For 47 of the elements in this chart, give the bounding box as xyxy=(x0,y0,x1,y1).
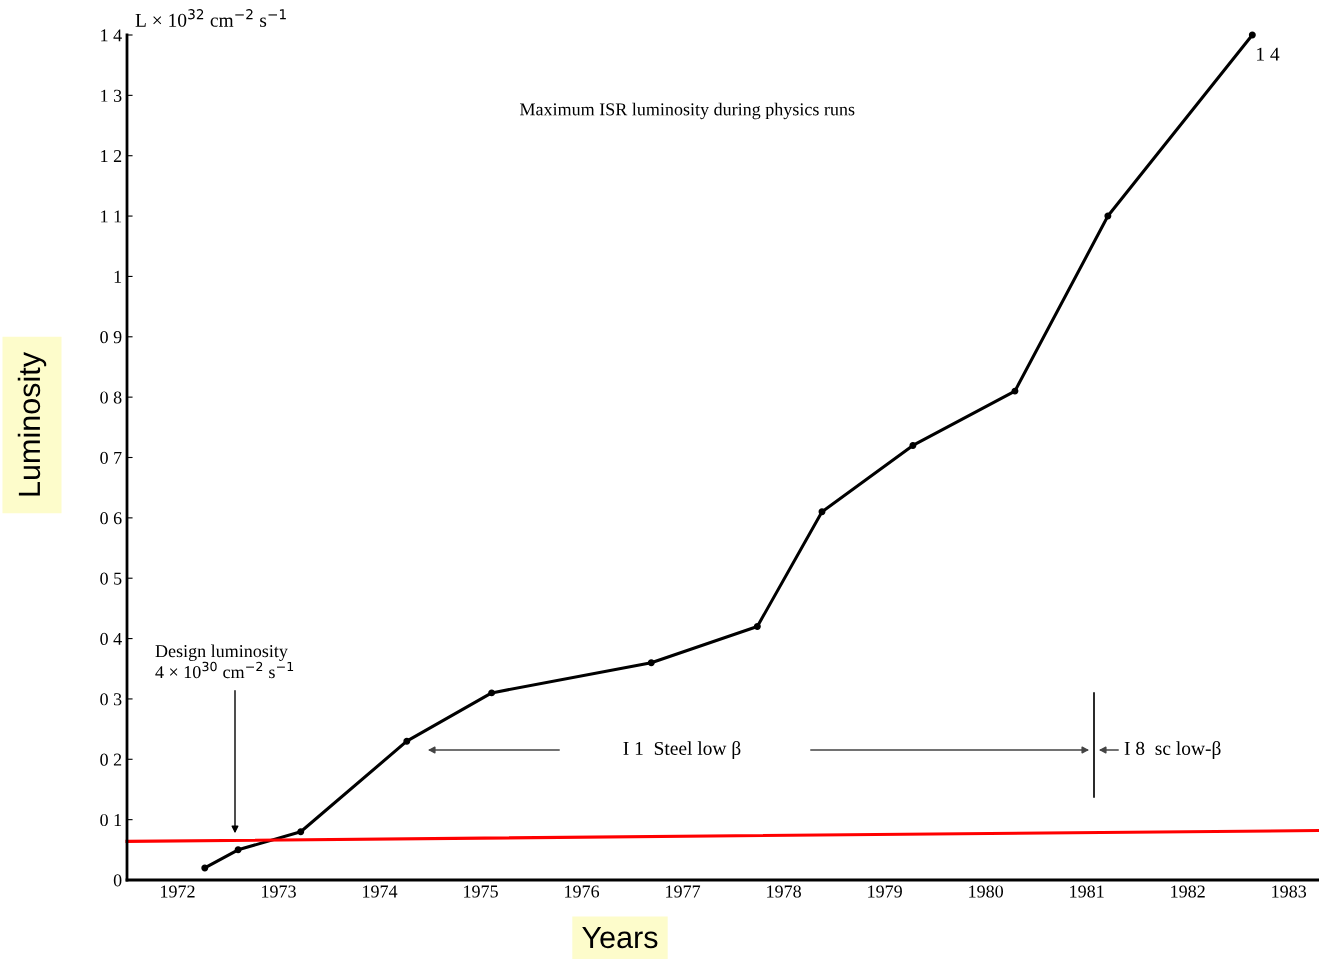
x-tick-label: 1975 xyxy=(464,885,498,898)
y-tick-label: 0 5 xyxy=(100,572,122,585)
y-tick-label: 0 8 xyxy=(100,391,122,404)
y-tick-label: 1 2 xyxy=(101,150,122,162)
x-tick-label: 1979 xyxy=(868,885,902,898)
annotation: 1 4 xyxy=(1257,47,1280,61)
x-tick-label: 1974 xyxy=(363,885,398,898)
point xyxy=(647,659,655,667)
y-tick-label: 0 7 xyxy=(100,451,122,464)
x-tick-label: 1978 xyxy=(767,885,801,898)
y-tick-label: 0 9 xyxy=(100,331,122,344)
point xyxy=(1011,387,1019,395)
x-tick-label: 1973 xyxy=(262,885,296,898)
x-tick-label: 1972 xyxy=(161,885,195,898)
y-tick-label: 1 xyxy=(114,270,122,283)
point xyxy=(201,864,209,872)
point xyxy=(403,737,411,745)
x-tick-label: 1983 xyxy=(1272,885,1307,898)
y-tick-label: 1 3 xyxy=(101,89,122,102)
y-tick-label: 0 1 xyxy=(100,813,122,827)
x-tick-label: 1977 xyxy=(666,885,701,898)
text: L × 10$^{32}$ cm$^{−2}$ s$^{−1}$ xyxy=(135,9,286,27)
text: Maximum ISR luminosity during physics runs xyxy=(519,102,855,120)
x-axis-title: Years xyxy=(582,926,658,949)
x-tick-label: 1980 xyxy=(969,885,1004,898)
y-tick-label: 0 6 xyxy=(100,512,122,525)
y-axis-title: Luminosity xyxy=(17,352,47,496)
x-tick-label: 1976 xyxy=(565,885,600,898)
point xyxy=(909,441,917,449)
annotation: I 8 sc low-β xyxy=(1124,741,1221,759)
point xyxy=(488,689,496,697)
point xyxy=(818,508,826,516)
y-tick-label: 0 xyxy=(113,874,122,887)
y-tick-label: 0 3 xyxy=(100,693,122,706)
annotation: Design luminosity 4 × 10$^{30}$ cm$^{−2}$ s$^{−1}$ xyxy=(155,644,294,679)
annotation: I 1 Steel low β xyxy=(623,741,741,759)
point xyxy=(1248,31,1256,39)
x-tick-label: 1981 xyxy=(1070,885,1104,898)
point xyxy=(234,846,242,854)
point xyxy=(753,623,761,630)
y-tick-label: 0 2 xyxy=(100,753,122,766)
y-tick-label: 0 4 xyxy=(100,632,122,646)
x-tick-label: 1982 xyxy=(1171,885,1205,898)
point xyxy=(297,828,305,836)
y-tick-label: 1 1 xyxy=(101,210,122,223)
point xyxy=(1104,212,1112,220)
y-tick-label: 1 4 xyxy=(101,29,122,42)
